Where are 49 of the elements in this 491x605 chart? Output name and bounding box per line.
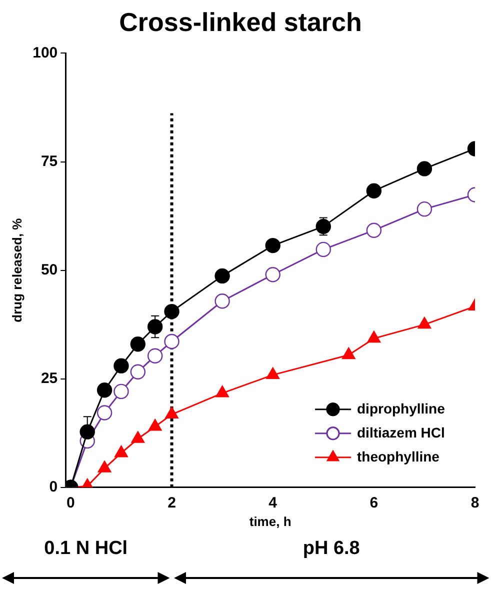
legend-label: diprophylline: [357, 400, 446, 416]
text: 0.1 N HCl: [43, 538, 129, 560]
point: [265, 267, 280, 282]
point: [147, 348, 163, 364]
x-tick-label: 8: [470, 494, 480, 512]
point: [216, 386, 229, 398]
point: [130, 336, 146, 352]
x-tick-label: 6: [370, 494, 378, 512]
point: [214, 294, 230, 309]
point: [164, 334, 180, 350]
point: [367, 330, 381, 343]
point: [316, 242, 331, 258]
legend-label: diltiazem HCl: [357, 424, 445, 440]
point: [366, 183, 382, 198]
point: [418, 316, 432, 329]
point: [366, 222, 382, 238]
point: [98, 460, 112, 472]
y-tick-label: 50: [40, 261, 58, 278]
x-axis-title: time, h: [249, 514, 292, 529]
point: [266, 367, 280, 380]
point: [96, 405, 112, 420]
y-tick-label: 100: [32, 44, 58, 62]
point: [114, 446, 128, 458]
point: [416, 161, 432, 176]
point: [80, 424, 95, 440]
x-tick-label: 0: [66, 494, 75, 512]
point: [114, 358, 129, 374]
point: [316, 218, 331, 234]
text: pH 6.8: [302, 538, 361, 560]
x-tick-label: 2: [168, 494, 176, 512]
point: [416, 201, 432, 217]
point: [342, 347, 356, 360]
point: [164, 304, 180, 320]
y-tick-label: 75: [40, 152, 58, 170]
y-axis-title: drug released, %: [9, 218, 24, 322]
x-tick-label: 4: [268, 494, 278, 512]
point: [265, 238, 280, 254]
chart-title: Cross-linked starch: [119, 6, 362, 37]
y-tick-label: 0: [49, 478, 58, 496]
point: [114, 384, 129, 400]
point: [147, 319, 163, 334]
y-tick-label: 25: [40, 370, 58, 387]
point: [131, 431, 145, 443]
point: [214, 268, 230, 284]
point: [165, 406, 178, 419]
point: [96, 382, 112, 398]
point: [148, 419, 162, 431]
point: [130, 364, 146, 380]
legend-label: theophylline: [357, 448, 440, 464]
